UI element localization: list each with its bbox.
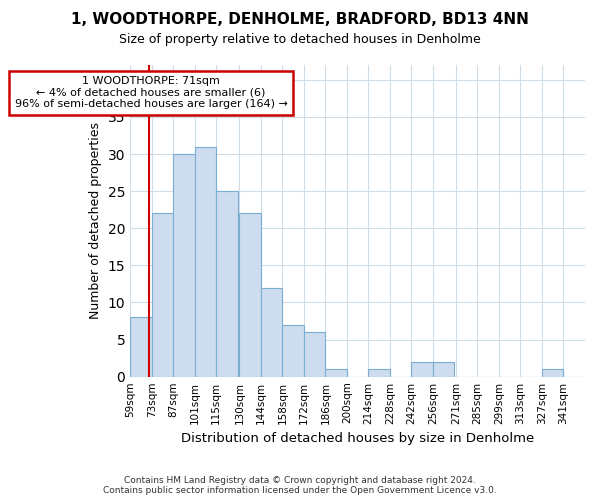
Bar (283, 324, 304, 376)
Bar (239, 214, 261, 376)
Bar (195, 146, 216, 376)
Bar (130, 318, 152, 376)
Bar (304, 332, 325, 376)
Text: Size of property relative to detached houses in Denholme: Size of property relative to detached ho… (119, 32, 481, 46)
X-axis label: Distribution of detached houses by size in Denholme: Distribution of detached houses by size … (181, 432, 534, 445)
Bar (173, 154, 195, 376)
Bar (542, 370, 563, 376)
Bar (412, 362, 433, 376)
Text: Contains HM Land Registry data © Crown copyright and database right 2024.
Contai: Contains HM Land Registry data © Crown c… (103, 476, 497, 495)
Bar (325, 370, 347, 376)
Bar (433, 362, 454, 376)
Bar (261, 288, 283, 376)
Bar (368, 370, 390, 376)
Bar (152, 214, 173, 376)
Text: 1, WOODTHORPE, DENHOLME, BRADFORD, BD13 4NN: 1, WOODTHORPE, DENHOLME, BRADFORD, BD13 … (71, 12, 529, 28)
Text: 1 WOODTHORPE: 71sqm
← 4% of detached houses are smaller (6)
96% of semi-detached: 1 WOODTHORPE: 71sqm ← 4% of detached hou… (14, 76, 287, 110)
Bar (216, 191, 238, 376)
Y-axis label: Number of detached properties: Number of detached properties (89, 122, 102, 320)
